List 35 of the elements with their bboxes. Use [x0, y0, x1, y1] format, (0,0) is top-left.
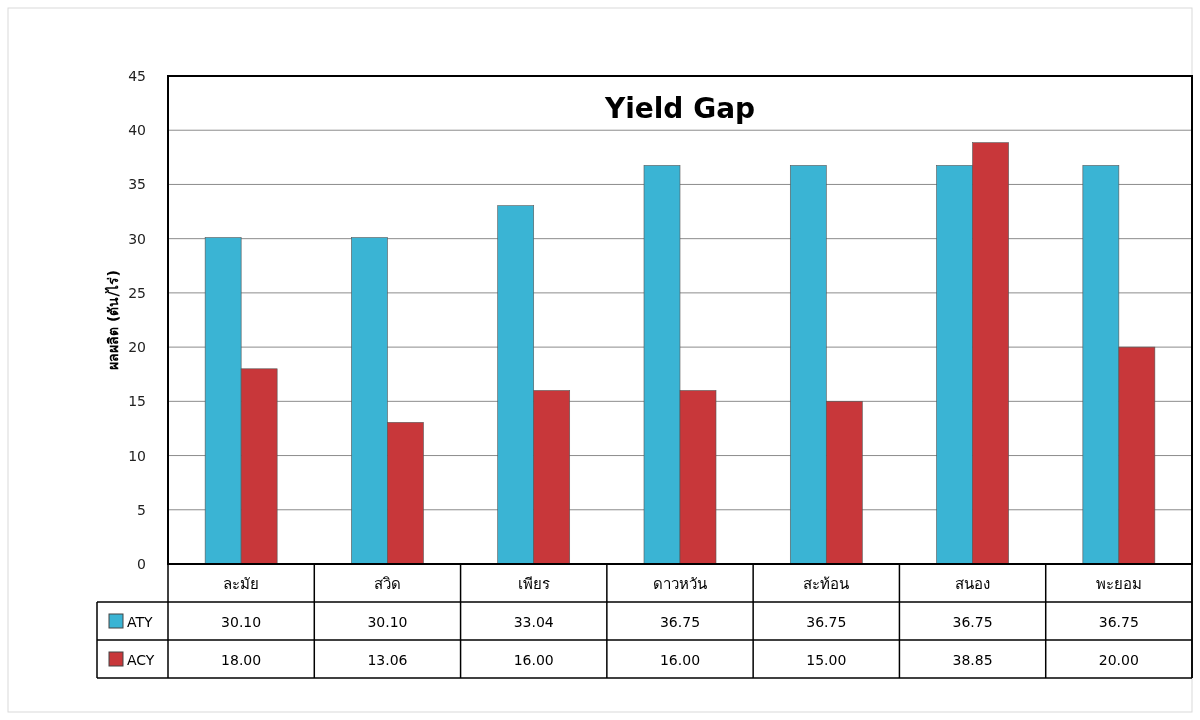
data-label: 20.00: [1098, 652, 1139, 668]
y-tick-label: 10: [128, 447, 146, 464]
x-tick-label: เพียร: [517, 575, 550, 593]
x-tick-label: สะท้อน: [803, 575, 850, 593]
data-label: 36.75: [1098, 614, 1139, 630]
data-label: 30.10: [221, 614, 262, 630]
x-tick-label: สวิด: [373, 575, 401, 593]
x-tick-label: ดาวหวัน: [653, 575, 707, 593]
data-label: 36.75: [952, 614, 993, 630]
x-tick-label: สนอง: [955, 575, 991, 593]
y-tick-label: 25: [128, 284, 146, 301]
data-label: 33.04: [513, 614, 554, 630]
legend-label: ATY: [127, 614, 154, 630]
y-tick-label: 5: [137, 501, 146, 518]
data-label: 16.00: [659, 652, 701, 668]
data-label: 36.75: [806, 614, 847, 630]
data-label: 36.75: [659, 614, 701, 630]
data-label: 15.00: [806, 652, 847, 668]
y-tick-label: 30: [128, 230, 146, 247]
y-tick-label: 0: [137, 556, 146, 572]
data-label: 13.06: [367, 652, 408, 668]
y-tick-label: 40: [128, 122, 146, 139]
data-label: 30.10: [367, 614, 408, 630]
data-label: 16.00: [513, 652, 554, 668]
text: Yield Gap: [603, 92, 756, 125]
x-tick-label: ละมัย: [223, 575, 260, 593]
data-label: 18.00: [221, 652, 262, 668]
legend-label: ACY: [127, 652, 155, 668]
y-tick-label: 35: [128, 176, 146, 193]
y-tick-label: 45: [128, 68, 146, 84]
data-label: 38.85: [952, 652, 993, 668]
x-tick-label: พะยอม: [1095, 575, 1142, 593]
y-axis-title: ผลผลิต (ตัน/ไร่): [104, 270, 121, 370]
y-tick-label: 20: [128, 339, 146, 356]
y-tick-label: 15: [128, 393, 146, 410]
